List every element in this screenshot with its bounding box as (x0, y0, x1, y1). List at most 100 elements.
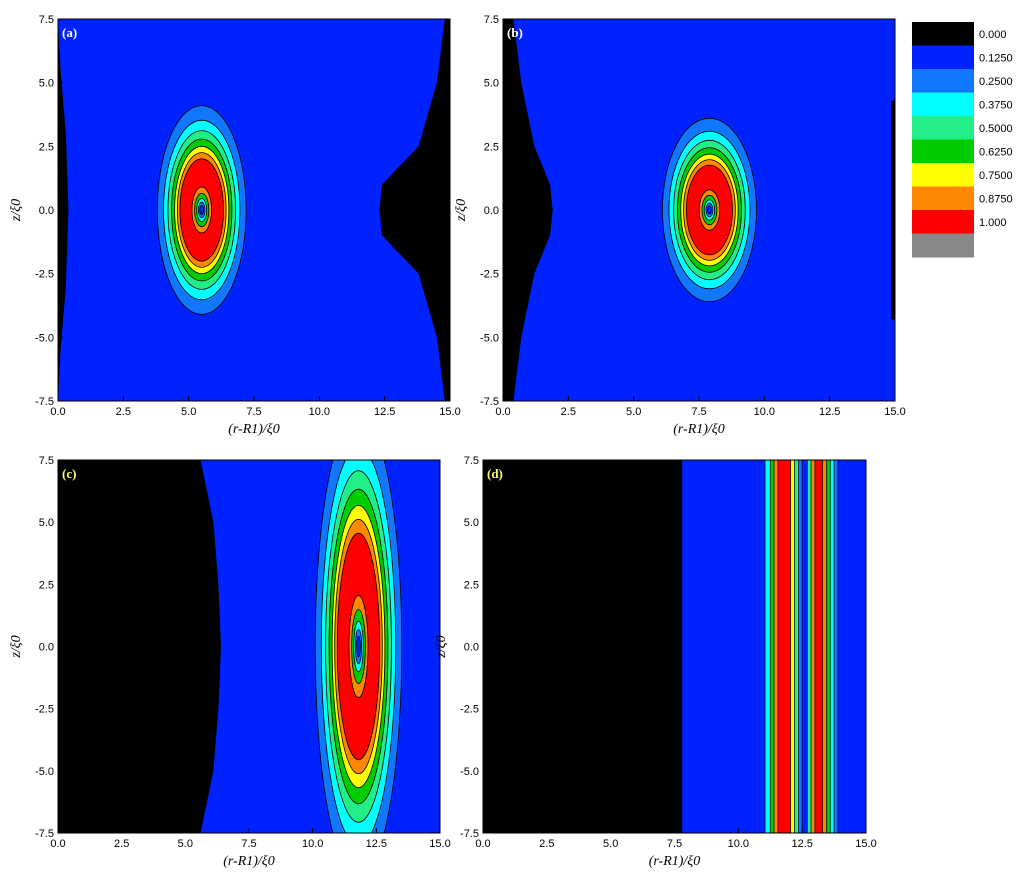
y-tick-label: 7.5 (484, 14, 499, 26)
y-tick-label: -7.5 (480, 396, 499, 408)
x-tick-label: 0.0 (50, 838, 65, 850)
plot-area (503, 19, 895, 401)
stripe-contour-2 (773, 460, 779, 833)
x-tick-label: 2.5 (561, 406, 576, 418)
y-tick-label: 0.0 (39, 205, 54, 217)
y-tick-label: 5.0 (464, 517, 479, 529)
y-tick-label: -7.5 (460, 828, 479, 840)
legend-swatch (912, 116, 974, 140)
y-tick-label: 0.0 (39, 642, 54, 654)
y-tick-label: 0.0 (464, 642, 479, 654)
panel-label: (a) (62, 25, 77, 40)
y-tick-label: -2.5 (480, 269, 499, 281)
y-tick-label: -7.5 (35, 396, 54, 408)
legend-swatch (912, 210, 974, 234)
x-axis-label: (r-R1)/ξ0 (673, 422, 725, 437)
legend-label: 0.7500 (979, 170, 1013, 182)
x-tick-label: 15.0 (429, 838, 450, 850)
stripe-contour-8 (806, 460, 812, 833)
x-tick-label: 12.5 (819, 406, 840, 418)
stripe-contour-14 (833, 460, 839, 833)
x-axis-label: (r-R1)/ξ0 (649, 854, 701, 869)
zero-region-right (379, 19, 450, 401)
panel-label: (d) (487, 466, 503, 481)
x-tick-label: 2.5 (114, 838, 129, 850)
x-tick-label: 10.0 (728, 838, 749, 850)
y-tick-label: 5.0 (39, 517, 54, 529)
y-tick-label: 7.5 (39, 455, 54, 467)
panel-d: 0.0 2.5 5.0 7.5 10.0 12.5 15.0 7.5 5.0 2.5 0.0 -2.5… (434, 455, 877, 869)
x-tick-label: 15.0 (855, 838, 876, 850)
y-tick-label: -2.5 (460, 704, 479, 716)
x-tick-label: 5.0 (181, 406, 196, 418)
x-tick-label: 15.0 (439, 406, 460, 418)
y-tick-label: 5.0 (484, 78, 499, 90)
x-tick-label: 0.0 (495, 406, 510, 418)
legend-label: 0.1250 (979, 52, 1013, 64)
plot-area (58, 460, 440, 833)
y-tick-label: 7.5 (464, 455, 479, 467)
legend-label: 0.8750 (979, 193, 1013, 205)
legend-label: 0.000 (979, 29, 1007, 41)
x-tick-label: 15.0 (884, 406, 905, 418)
stripe-contour-0 (764, 460, 771, 833)
stripe-contour-5 (794, 460, 799, 833)
stripe-contour-11 (822, 460, 827, 833)
zero-region-left (483, 460, 683, 833)
plot-area (58, 19, 450, 401)
stripe-contour-1 (769, 460, 775, 833)
y-axis-label: z/ξ0 (9, 635, 24, 658)
stripe-contour-7 (801, 460, 808, 833)
legend-label: 0.6250 (979, 146, 1013, 158)
x-tick-label: 7.5 (691, 406, 706, 418)
x-axis-label: (r-R1)/ξ0 (228, 422, 280, 437)
legend-swatch (912, 139, 974, 164)
color-legend: 0.000 0.1250 0.2500 0.3750 0.5000 0.6250 0.750… (912, 22, 1013, 258)
y-tick-label: -5.0 (460, 766, 479, 778)
panel-label: (c) (62, 466, 76, 481)
legend-label: 0.2500 (979, 76, 1013, 88)
legend-label: 0.3750 (979, 99, 1013, 111)
x-tick-label: 5.0 (178, 838, 193, 850)
y-tick-label: 2.5 (484, 141, 499, 153)
panel-label: (b) (507, 25, 523, 40)
x-axis-label: (r-R1)/ξ0 (223, 854, 275, 869)
x-tick-label: 5.0 (626, 406, 641, 418)
stripe-contour-6 (797, 460, 803, 833)
y-tick-label: -2.5 (35, 704, 54, 716)
x-tick-label: 12.5 (791, 838, 812, 850)
plot-area (483, 460, 866, 833)
stripe-contour-4 (790, 460, 795, 833)
stripe-contour-12 (826, 460, 831, 833)
y-tick-label: -7.5 (35, 828, 54, 840)
legend-swatch (912, 233, 974, 258)
x-tick-label: 0.0 (50, 406, 65, 418)
x-tick-label: 2.5 (539, 838, 554, 850)
y-tick-label: -2.5 (35, 269, 54, 281)
x-tick-label: 5.0 (603, 838, 618, 850)
legend-swatch (912, 186, 974, 211)
y-axis-label: z/ξ0 (454, 199, 469, 222)
contour-level-11 (356, 635, 361, 658)
y-tick-label: 2.5 (39, 579, 54, 591)
stripe-contour-9 (810, 460, 816, 833)
x-tick-label: 7.5 (246, 406, 261, 418)
legend-swatch (912, 45, 974, 70)
legend-swatch (912, 92, 974, 117)
panel-a: 0.0 2.5 5.0 7.5 10.0 12.5 15.0 7.5 5.0 2.5 0.0 -2.5… (9, 14, 461, 437)
y-axis-label: z/ξ0 (434, 635, 449, 658)
panel-c: 0.0 2.5 5.0 7.5 10.0 12.5 15.0 7.5 5.0 2.5 0.0 -2.5… (9, 455, 451, 869)
legend-swatch (912, 163, 974, 187)
y-tick-label: -5.0 (480, 332, 499, 344)
y-tick-label: 7.5 (39, 14, 54, 26)
x-tick-label: 0.0 (475, 838, 490, 850)
y-tick-label: 5.0 (39, 78, 54, 90)
y-tick-label: -5.0 (35, 332, 54, 344)
x-tick-label: 12.5 (374, 406, 395, 418)
zero-region-left (58, 460, 221, 833)
zero-region-left (58, 19, 69, 401)
legend-swatch (912, 69, 974, 93)
x-tick-label: 2.5 (116, 406, 131, 418)
x-tick-label: 12.5 (366, 838, 387, 850)
